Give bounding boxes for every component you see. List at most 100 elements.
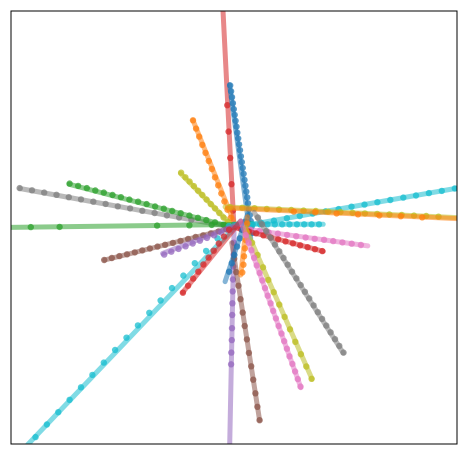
- series-5-point-2: [28, 187, 36, 194]
- series-17-point-7: [229, 288, 236, 295]
- series-10-point-5: [271, 221, 278, 228]
- series-5-point-11: [139, 207, 146, 214]
- series-24-point-18: [250, 254, 258, 261]
- series-22-point-13: [288, 268, 296, 275]
- plot-frame: [10, 10, 458, 445]
- series-8-point-3: [425, 189, 433, 197]
- series-18-point-8: [241, 322, 248, 330]
- series-18: [229, 240, 263, 424]
- series-22-point-5: [323, 322, 330, 329]
- series-14-point-10: [252, 230, 260, 237]
- series-15-point-3: [116, 252, 123, 260]
- series-3-point-9: [215, 182, 222, 189]
- series-15-point-4: [123, 251, 131, 258]
- series-16-point-6: [196, 237, 204, 244]
- series-5-point-5: [65, 194, 73, 201]
- series-7-point-5: [208, 221, 215, 229]
- series-2-point-5: [230, 105, 237, 113]
- series-3-point-3: [196, 133, 203, 140]
- series-6-point-9: [134, 198, 142, 205]
- series-9-point-15: [191, 260, 198, 267]
- series-2-point-7: [232, 117, 239, 125]
- series-1-point-2: [225, 128, 232, 135]
- series-2-point-12: [236, 147, 244, 154]
- series-22-point-11: [297, 281, 304, 289]
- series-9-point-13: [168, 284, 176, 292]
- series-9-point-3: [55, 409, 62, 416]
- series-13-point-9: [283, 231, 291, 239]
- series-18-point-3: [252, 390, 259, 397]
- series-20-point-7: [210, 247, 217, 254]
- series-7-point-2: [56, 223, 63, 231]
- series-6-point-13: [169, 207, 176, 215]
- series-3-point-6: [205, 157, 212, 165]
- series-23-point-8: [270, 289, 277, 296]
- series-18-point-5: [248, 363, 255, 370]
- series-16-point-7: [203, 234, 211, 242]
- series-9-point-2: [43, 421, 51, 428]
- series-22-point-1: [340, 349, 347, 356]
- series-22-point-3: [331, 336, 339, 343]
- series-2-point-8: [233, 123, 240, 130]
- series-4-point-1: [177, 169, 185, 176]
- series-8-point-9: [348, 203, 355, 210]
- series-4: [177, 169, 237, 230]
- series-23-point-4: [292, 338, 299, 345]
- series-18-point-11: [235, 282, 242, 289]
- series-20-point-2: [184, 282, 192, 289]
- series-12-point-1: [419, 214, 426, 221]
- series-6-point-14: [177, 210, 184, 217]
- series-22-point-2: [336, 342, 343, 350]
- series-24-point-10: [272, 315, 280, 322]
- series-12-point-5: [333, 210, 340, 217]
- series-16-point-1: [161, 251, 168, 258]
- series-20-point-9: [220, 233, 228, 240]
- series-6: [66, 180, 237, 230]
- series-8-point-4: [412, 192, 420, 199]
- series-5-point-12: [151, 209, 158, 217]
- series-8-point-14: [283, 215, 291, 222]
- series-23: [242, 225, 315, 382]
- series-10-point-7: [286, 221, 293, 228]
- series-2-point-4: [229, 100, 237, 107]
- series-16-point-5: [189, 240, 196, 247]
- series-22-point-10: [301, 288, 309, 295]
- series-23-point-6: [281, 313, 288, 321]
- series-22-point-7: [314, 309, 321, 316]
- series-22-point-12: [293, 275, 300, 282]
- series-8-point-13: [296, 212, 303, 220]
- series-22-point-19: [263, 227, 270, 235]
- series-5-point-8: [102, 200, 109, 208]
- series-14-point-7: [275, 236, 282, 243]
- series-4-point-7: [203, 196, 210, 203]
- series-19-point-5: [236, 235, 243, 242]
- series-12-point-7: [290, 208, 297, 215]
- series-6-point-17: [203, 216, 210, 224]
- series-18-point-12: [233, 268, 240, 276]
- series-13-point-7: [302, 234, 309, 241]
- series-13-point-5: [320, 236, 328, 243]
- series-24-point-19: [248, 247, 255, 254]
- series-14-point-3: [304, 244, 311, 251]
- series-24-point-6: [283, 345, 291, 352]
- series-2-point-16: [240, 170, 247, 177]
- series-2-point-3: [228, 94, 236, 101]
- series-18-point-10: [237, 296, 244, 303]
- series-9-point-14: [180, 272, 187, 279]
- series-10-point-10: [308, 221, 315, 228]
- series-13-point-4: [330, 237, 337, 245]
- series-22-point-17: [271, 241, 279, 248]
- series-15-point-1: [101, 256, 108, 264]
- series-6-point-8: [126, 196, 133, 203]
- series-2-point-9: [234, 129, 241, 136]
- series-18-point-9: [239, 309, 246, 316]
- series-4-point-8: [207, 200, 214, 208]
- series-23-point-3: [297, 351, 305, 358]
- series-17-point-4: [228, 325, 236, 332]
- series-22: [251, 209, 347, 356]
- series-21-point-4: [241, 245, 249, 252]
- series-21-point-3: [240, 253, 248, 260]
- series-3-point-5: [202, 149, 209, 156]
- series-10-point-9: [301, 221, 308, 228]
